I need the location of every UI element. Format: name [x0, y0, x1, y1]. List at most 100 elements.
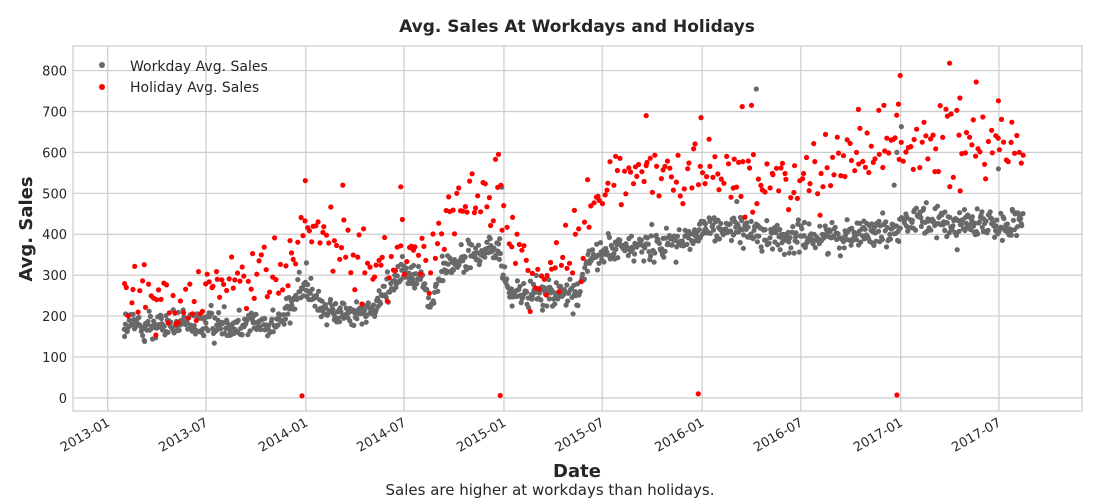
workday-point [987, 209, 993, 215]
holiday-point [750, 152, 757, 158]
holiday-point [764, 161, 770, 167]
holiday-point [685, 166, 691, 172]
workday-point [1019, 223, 1025, 229]
holiday-point [835, 150, 842, 156]
holiday-point [876, 107, 882, 113]
holiday-point [456, 185, 462, 191]
holiday-point [521, 243, 527, 249]
holiday-point [237, 278, 243, 284]
holiday-point [141, 262, 147, 268]
workday-point [130, 311, 136, 317]
holiday-point [446, 194, 452, 200]
holiday-point [739, 104, 745, 110]
holiday-point [185, 315, 191, 321]
workday-point [661, 254, 667, 260]
workday-point [411, 262, 417, 269]
holiday-point [277, 261, 283, 267]
workday-point [165, 329, 171, 335]
workday-point [203, 320, 209, 326]
holiday-point [464, 209, 470, 215]
holiday-point [471, 210, 477, 216]
workday-point [934, 203, 941, 209]
workday-point [594, 267, 601, 273]
workday-point [794, 239, 800, 245]
workday-point [841, 245, 847, 251]
workday-point [415, 263, 422, 270]
holiday-point [263, 267, 269, 273]
workday-point [632, 251, 638, 257]
workday-point [270, 329, 276, 335]
workday-point [337, 319, 343, 325]
workday-point [354, 299, 360, 305]
holiday-point [989, 127, 995, 133]
holiday-point [163, 282, 170, 288]
workday-point [817, 223, 823, 229]
holiday-point [330, 268, 336, 274]
holiday-point [831, 172, 837, 178]
workday-point [533, 272, 540, 279]
workday-point [497, 236, 503, 242]
workday-point [247, 328, 253, 334]
workday-point [718, 220, 724, 227]
x-tick-label: 2013-07 [156, 415, 211, 455]
holiday-point [963, 129, 970, 136]
holiday-point [812, 159, 818, 165]
holiday-point [473, 205, 479, 211]
holiday-point [702, 181, 708, 187]
holiday-point [700, 170, 706, 176]
holiday-point [755, 176, 762, 182]
holiday-point [125, 313, 131, 319]
holiday-point [1014, 132, 1020, 139]
holiday-point [321, 224, 327, 230]
holiday-point [710, 174, 716, 180]
holiday-point [430, 231, 436, 237]
holiday-point [276, 290, 282, 296]
workday-point [871, 242, 877, 248]
holiday-point [801, 170, 807, 177]
holiday-point [973, 79, 979, 85]
workday-point [365, 300, 371, 306]
holiday-point [973, 153, 979, 159]
workday-point [431, 300, 437, 306]
workday-point [641, 258, 647, 264]
workday-point [674, 233, 681, 239]
x-tick-label: 2015-07 [553, 415, 608, 455]
workday-point [969, 214, 976, 220]
workday-point [201, 332, 207, 339]
holiday-point [847, 140, 853, 146]
holiday-point [372, 274, 378, 280]
workday-point [303, 260, 309, 266]
holiday-point [855, 106, 862, 112]
workday-point [947, 214, 953, 220]
holiday-point [794, 195, 801, 201]
workday-point [976, 219, 983, 225]
holiday-point [721, 180, 727, 186]
workday-point [563, 302, 569, 308]
holiday-point [166, 310, 172, 316]
holiday-point [982, 161, 988, 167]
workday-point [613, 246, 619, 252]
workday-point [898, 124, 904, 130]
workday-point [628, 233, 635, 239]
workday-point [630, 246, 636, 252]
workday-point [445, 261, 451, 267]
workday-point [716, 236, 723, 242]
workday-point [876, 228, 882, 234]
holiday-point [742, 214, 748, 220]
holiday-point [654, 163, 660, 169]
holiday-point [272, 235, 278, 241]
workday-point [440, 278, 446, 284]
workday-point [239, 332, 245, 338]
holiday-point [484, 204, 490, 210]
workday-point [142, 338, 148, 344]
holiday-point [668, 174, 675, 180]
workday-point [181, 314, 187, 320]
holiday-point [626, 165, 632, 171]
holiday-point [628, 169, 634, 175]
workday-point [341, 301, 347, 307]
holiday-point [343, 254, 349, 260]
holiday-point [313, 223, 319, 229]
workday-point [611, 251, 617, 257]
workday-point [589, 247, 596, 253]
holiday-point [886, 150, 892, 156]
